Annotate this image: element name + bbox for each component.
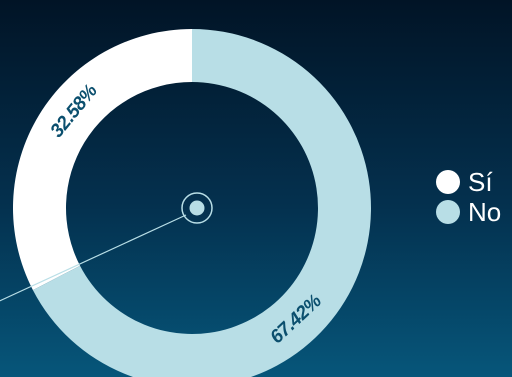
legend-item-no[interactable]: No [436, 197, 501, 227]
center-ring [181, 192, 213, 224]
donut-slices [12, 29, 371, 377]
legend-label-no: No [468, 197, 502, 227]
legend-label-si: Sí [468, 167, 493, 197]
legend-item-si[interactable]: Sí [436, 167, 501, 197]
pointer-line [0, 214, 187, 302]
chart-legend: Sí No [436, 167, 501, 227]
legend-swatch-no [436, 200, 460, 224]
donut-slice-no[interactable] [32, 29, 371, 377]
donut-slice-si[interactable] [12, 29, 192, 291]
center-dot [189, 200, 205, 216]
legend-swatch-si [436, 170, 460, 194]
